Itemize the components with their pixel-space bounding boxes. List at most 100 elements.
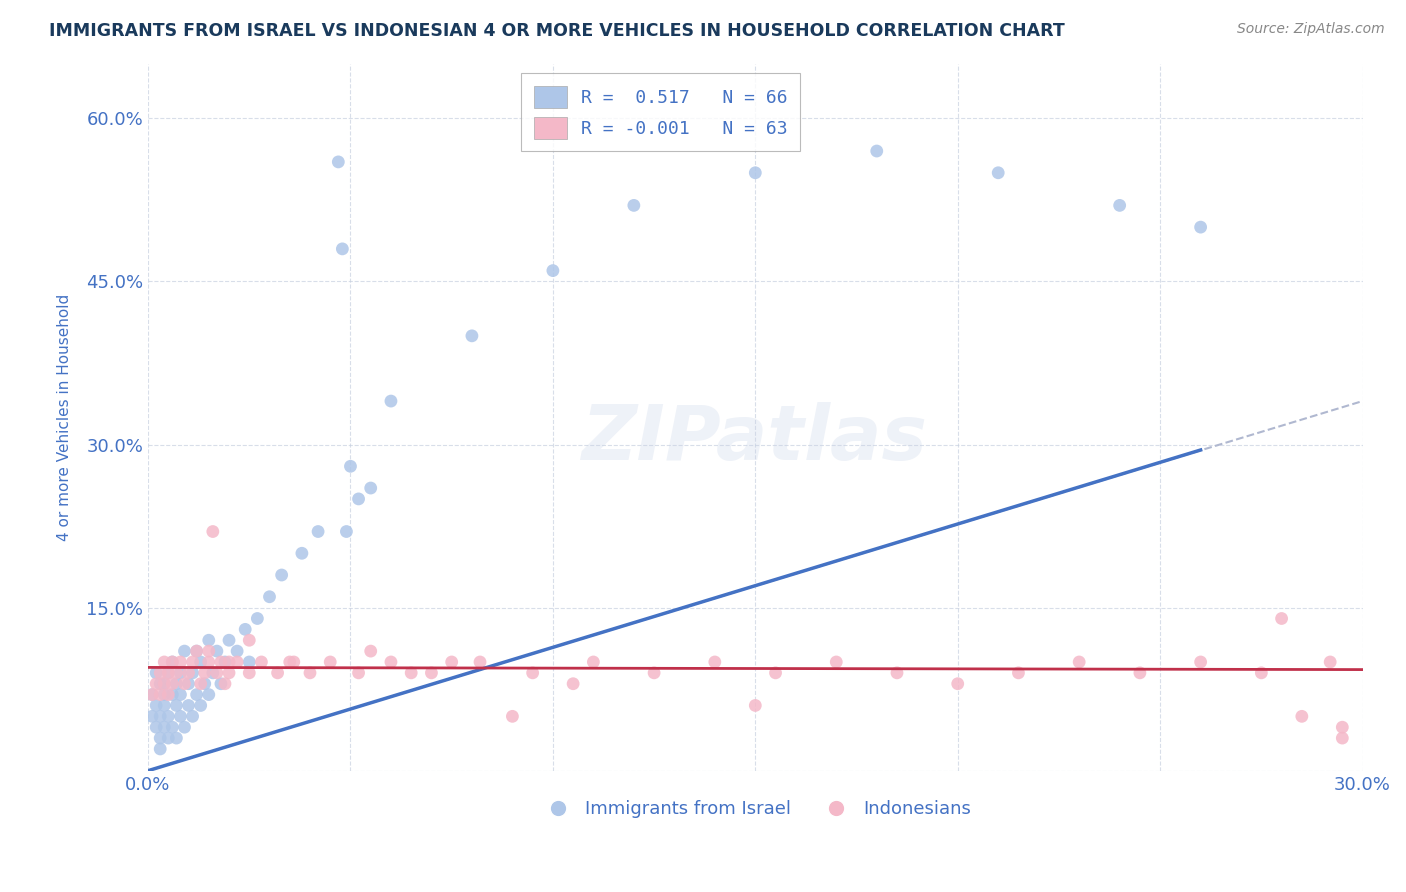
Point [238, 655, 260, 669]
Point [177, 698, 200, 713]
Point [197, 633, 219, 648]
Point [162, 720, 184, 734]
Point [194, 665, 217, 680]
Point [218, 633, 240, 648]
Point [205, 644, 228, 658]
Point [1108, 198, 1130, 212]
Point [250, 655, 273, 669]
Point [149, 665, 172, 680]
Point [190, 655, 212, 669]
Point [238, 665, 260, 680]
Point [765, 665, 787, 680]
Point [165, 665, 187, 680]
Point [181, 655, 204, 669]
Point [186, 644, 208, 658]
Point [181, 709, 204, 723]
Point [1069, 655, 1091, 669]
Point [165, 698, 187, 713]
Point [153, 688, 176, 702]
Point [1007, 665, 1029, 680]
Point [623, 198, 645, 212]
Point [214, 677, 236, 691]
Point [440, 655, 463, 669]
Point [501, 709, 523, 723]
Point [149, 731, 172, 745]
Point [266, 665, 288, 680]
Point [157, 731, 180, 745]
Point [141, 688, 163, 702]
Point [194, 677, 217, 691]
Point [165, 731, 187, 745]
Point [522, 665, 544, 680]
Point [153, 698, 176, 713]
Point [177, 677, 200, 691]
Point [987, 166, 1010, 180]
Point [149, 688, 172, 702]
Text: Source: ZipAtlas.com: Source: ZipAtlas.com [1237, 22, 1385, 37]
Point [173, 720, 195, 734]
Point [190, 677, 212, 691]
Point [339, 459, 361, 474]
Point [226, 655, 249, 669]
Point [145, 720, 167, 734]
Point [169, 688, 191, 702]
Point [307, 524, 329, 539]
Point [259, 590, 281, 604]
Point [186, 644, 208, 658]
Point [197, 655, 219, 669]
Point [360, 481, 382, 495]
Point [162, 688, 184, 702]
Point [298, 665, 321, 680]
Legend: Immigrants from Israel, Indonesians: Immigrants from Israel, Indonesians [533, 793, 979, 825]
Point [153, 655, 176, 669]
Point [347, 491, 370, 506]
Point [1319, 655, 1341, 669]
Point [1291, 709, 1313, 723]
Point [1189, 655, 1212, 669]
Point [169, 655, 191, 669]
Point [169, 709, 191, 723]
Point [562, 677, 585, 691]
Point [145, 677, 167, 691]
Point [157, 665, 180, 680]
Y-axis label: 4 or more Vehicles in Household: 4 or more Vehicles in Household [58, 293, 72, 541]
Point [145, 665, 167, 680]
Point [162, 655, 184, 669]
Point [582, 655, 605, 669]
Point [173, 644, 195, 658]
Point [141, 688, 163, 702]
Point [197, 688, 219, 702]
Point [703, 655, 725, 669]
Point [825, 655, 848, 669]
Point [541, 263, 564, 277]
Point [201, 524, 224, 539]
Point [246, 611, 269, 625]
Point [360, 644, 382, 658]
Point [149, 742, 172, 756]
Point [328, 155, 350, 169]
Point [141, 709, 163, 723]
Point [186, 688, 208, 702]
Point [1189, 220, 1212, 235]
Point [270, 568, 292, 582]
Point [190, 698, 212, 713]
Point [197, 644, 219, 658]
Point [177, 665, 200, 680]
Point [162, 677, 184, 691]
Point [461, 329, 484, 343]
Point [1271, 611, 1294, 625]
Point [145, 698, 167, 713]
Point [1331, 720, 1354, 734]
Point [1331, 731, 1354, 745]
Point [218, 665, 240, 680]
Point [157, 709, 180, 723]
Point [209, 677, 232, 691]
Point [278, 655, 301, 669]
Point [380, 394, 402, 409]
Point [173, 677, 195, 691]
Point [233, 623, 256, 637]
Point [149, 677, 172, 691]
Point [181, 665, 204, 680]
Point [335, 524, 357, 539]
Point [468, 655, 491, 669]
